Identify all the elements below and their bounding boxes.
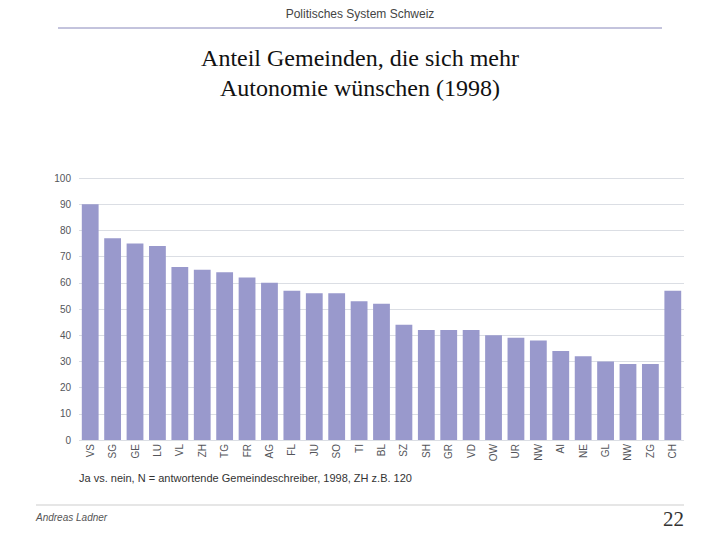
svg-text:NW: NW xyxy=(533,443,544,460)
svg-text:100: 100 xyxy=(54,173,71,184)
svg-text:FR: FR xyxy=(242,444,253,457)
svg-text:LU: LU xyxy=(152,444,163,457)
svg-text:Ja vs. nein, N = antwortende G: Ja vs. nein, N = antwortende Gemeindesch… xyxy=(79,472,412,484)
svg-text:SZ: SZ xyxy=(398,444,409,457)
svg-text:VD: VD xyxy=(466,444,477,458)
svg-text:SH: SH xyxy=(421,444,432,458)
svg-text:Politisches System Schweiz: Politisches System Schweiz xyxy=(286,7,435,21)
svg-text:70: 70 xyxy=(60,251,72,262)
svg-text:30: 30 xyxy=(60,356,72,367)
svg-text:0: 0 xyxy=(65,435,71,446)
svg-text:ZH: ZH xyxy=(197,444,208,457)
svg-text:AG: AG xyxy=(264,444,275,459)
svg-text:AI: AI xyxy=(555,444,566,453)
svg-text:OW: OW xyxy=(488,443,499,461)
svg-text:GE: GE xyxy=(130,444,141,459)
svg-text:60: 60 xyxy=(60,277,72,288)
svg-text:Anteil Gemeinden, die sich meh: Anteil Gemeinden, die sich mehr xyxy=(201,45,519,71)
svg-text:NW: NW xyxy=(622,443,633,460)
svg-text:Autonomie wünschen (1998): Autonomie wünschen (1998) xyxy=(220,75,500,101)
svg-text:GR: GR xyxy=(443,444,454,459)
svg-text:UR: UR xyxy=(510,444,521,458)
svg-text:ZG: ZG xyxy=(645,444,656,458)
svg-text:BL: BL xyxy=(376,444,387,457)
svg-text:VS: VS xyxy=(85,444,96,458)
svg-text:TI: TI xyxy=(354,444,365,453)
svg-text:CH: CH xyxy=(667,444,678,458)
svg-text:Andreas Ladner: Andreas Ladner xyxy=(35,512,108,523)
svg-text:SO: SO xyxy=(331,444,342,459)
svg-text:90: 90 xyxy=(60,199,72,210)
svg-text:40: 40 xyxy=(60,330,72,341)
svg-text:NE: NE xyxy=(578,444,589,458)
svg-text:22: 22 xyxy=(663,507,684,531)
svg-text:VL: VL xyxy=(174,444,185,457)
svg-text:FL: FL xyxy=(286,444,297,456)
svg-text:50: 50 xyxy=(60,304,72,315)
svg-text:GL: GL xyxy=(600,444,611,458)
svg-text:10: 10 xyxy=(60,408,72,419)
svg-text:JU: JU xyxy=(309,444,320,456)
svg-text:20: 20 xyxy=(60,382,72,393)
svg-text:TG: TG xyxy=(219,444,230,458)
svg-text:SG: SG xyxy=(107,444,118,459)
svg-text:80: 80 xyxy=(60,225,72,236)
